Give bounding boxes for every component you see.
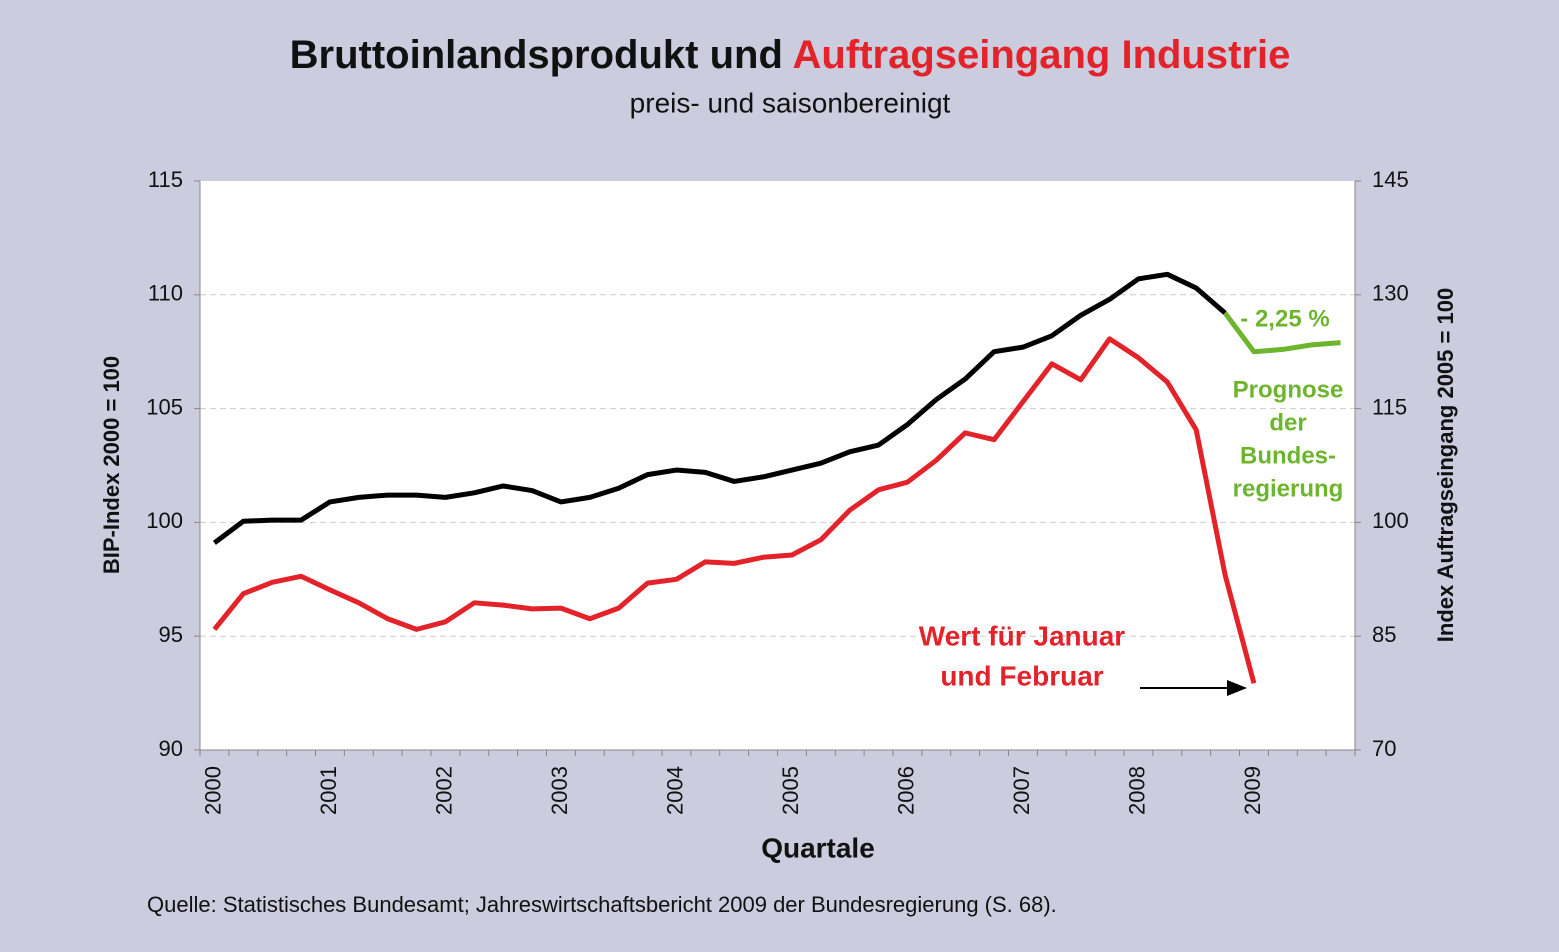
x-tick-label: 2005	[778, 766, 803, 815]
line-series	[1223, 311, 1341, 355]
y2-tick-label: 85	[1372, 622, 1396, 647]
y2-tick-label: 145	[1372, 167, 1409, 192]
annotation: Bundes-	[1240, 442, 1336, 469]
annotation: der	[1269, 409, 1306, 436]
line-series	[212, 336, 1257, 684]
title-part: Bruttoinlandsprodukt und	[290, 33, 783, 77]
annotation: regierung	[1233, 475, 1344, 502]
annotation: und Februar	[940, 660, 1103, 691]
y-tick-label: 95	[159, 622, 183, 647]
plot-area	[200, 181, 1355, 750]
y-axis-label: BIP-Index 2000 = 100	[99, 356, 124, 574]
x-tick-label: 2008	[1124, 766, 1149, 815]
source: Quelle: Statistisches Bundesamt; Jahresw…	[147, 892, 1057, 917]
annotation: - 2,25 %	[1240, 305, 1329, 332]
x-tick-label: 2006	[893, 766, 918, 815]
annotation: Prognose	[1233, 376, 1344, 403]
y2-axis-label: Index Auftragseingang 2005 = 100	[1433, 288, 1458, 642]
y-tick-label: 110	[148, 281, 183, 306]
subtitle: preis- und saisonbereinigt	[630, 87, 951, 118]
x-tick-label: 2002	[431, 766, 456, 815]
y2-tick-label: 130	[1372, 281, 1409, 306]
x-tick-label: 2003	[547, 766, 572, 815]
y-tick-label: 115	[148, 167, 183, 192]
y2-tick-label: 100	[1372, 508, 1409, 533]
x-axis-label: Quartale	[761, 832, 875, 863]
y2-tick-label: 70	[1372, 736, 1396, 761]
x-tick-label: 2001	[316, 766, 341, 815]
y2-tick-label: 115	[1372, 394, 1407, 419]
x-tick-label: 2000	[200, 766, 225, 815]
y-tick-label: 90	[159, 736, 183, 761]
y-tick-label: 100	[146, 508, 183, 533]
title-highlight: Auftragseingang Industrie	[793, 33, 1291, 77]
annotation: Wert für Januar	[919, 620, 1126, 651]
line-series	[212, 271, 1227, 545]
x-tick-label: 2009	[1240, 766, 1265, 815]
x-tick-label: 2007	[1009, 766, 1034, 815]
y-tick-label: 105	[146, 394, 183, 419]
x-tick-label: 2004	[662, 766, 687, 815]
chart-title: Bruttoinlandsprodukt und Auftragseingang…	[290, 33, 1291, 77]
